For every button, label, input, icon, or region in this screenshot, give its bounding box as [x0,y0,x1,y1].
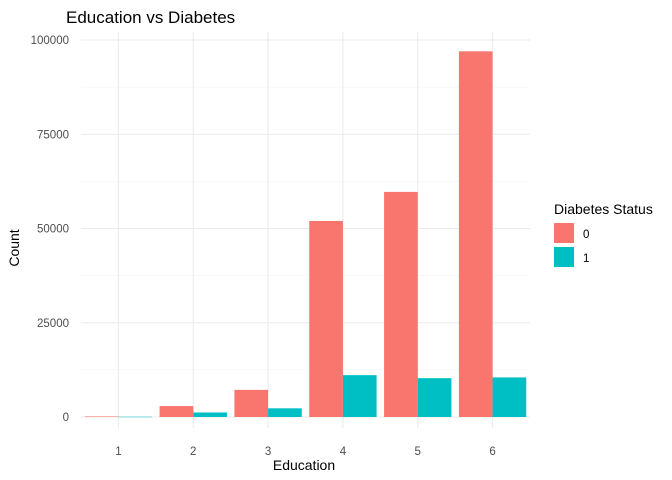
bar-series-0-cat-3 [234,389,269,417]
legend-key-0 [554,223,574,243]
legend-key-1 [554,247,574,267]
bar-series-0-cat-6 [458,51,493,418]
y-tick-label: 25000 [37,318,69,330]
x-axis-ticks: 1 2 3 4 5 6 [115,446,496,458]
legend-title: Diabetes Status [554,201,653,217]
legend: Diabetes Status 0 1 [554,201,653,267]
bar-series-1-cat-4 [342,375,377,417]
legend-label-1: 1 [583,253,589,265]
y-tick-label: 50000 [37,224,69,236]
y-axis-ticks: 0 25000 50000 75000 100000 [31,35,69,424]
bar-series-1-cat-3 [268,408,302,417]
bar-series-1-cat-2 [193,412,227,417]
chart-title: Education vs Diabetes [66,8,235,27]
legend-label-0: 0 [583,229,589,241]
x-tick-label: 4 [340,446,347,458]
bar-series-0-cat-4 [309,220,343,417]
bar-series-0-cat-1 [84,416,119,417]
bar-series-1-cat-1 [118,416,153,418]
x-tick-label: 3 [265,446,271,458]
x-tick-label: 5 [415,446,421,458]
bars [84,51,527,418]
bar-series-0-cat-5 [384,191,418,417]
y-tick-label: 0 [63,412,69,424]
y-tick-label: 100000 [31,35,69,47]
x-axis-title: Education [273,457,335,473]
bar-series-0-cat-2 [159,406,194,417]
y-axis-title: Count [6,229,22,266]
bar-series-1-cat-6 [492,377,527,417]
y-tick-label: 75000 [37,129,69,141]
x-tick-label: 1 [115,446,121,458]
x-tick-label: 2 [190,446,196,458]
bar-series-1-cat-5 [417,378,452,417]
x-tick-label: 6 [489,446,495,458]
